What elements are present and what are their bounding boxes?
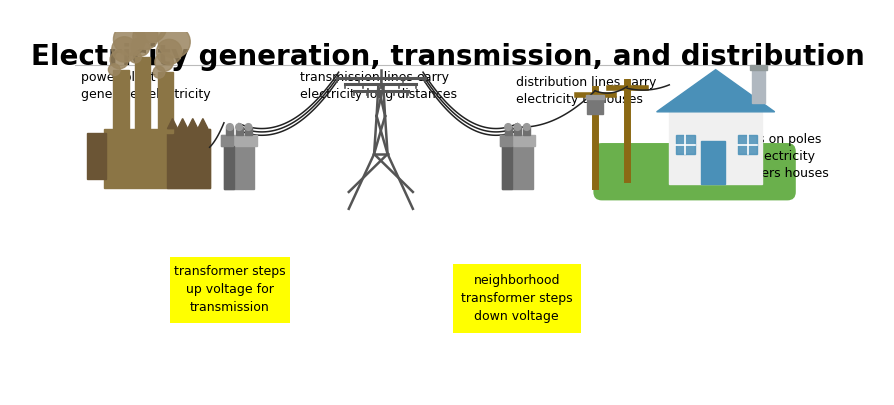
- Circle shape: [158, 26, 190, 58]
- Circle shape: [130, 51, 141, 63]
- Polygon shape: [198, 119, 207, 129]
- Circle shape: [523, 124, 529, 130]
- Circle shape: [134, 11, 166, 43]
- Bar: [245, 127, 251, 135]
- Circle shape: [513, 124, 520, 130]
- Bar: [701, 141, 724, 183]
- Circle shape: [504, 124, 511, 130]
- Text: neighborhood
transformer steps
down voltage: neighborhood transformer steps down volt…: [460, 274, 572, 323]
- Bar: [502, 145, 532, 190]
- Bar: [158, 72, 173, 133]
- Circle shape: [153, 66, 164, 78]
- Bar: [504, 127, 511, 135]
- Bar: [669, 112, 761, 183]
- Bar: [104, 129, 209, 188]
- Bar: [221, 135, 233, 145]
- Bar: [235, 127, 242, 135]
- Text: distribution lines carry
electricity to houses: distribution lines carry electricity to …: [515, 77, 655, 107]
- Circle shape: [235, 124, 242, 130]
- Polygon shape: [177, 119, 188, 129]
- FancyBboxPatch shape: [452, 264, 580, 333]
- Circle shape: [108, 64, 120, 76]
- Bar: [513, 127, 520, 135]
- Text: transformers on poles
step down electricity
before it enters houses: transformers on poles step down electric…: [684, 133, 829, 180]
- Bar: [738, 135, 756, 154]
- Polygon shape: [656, 70, 774, 112]
- Circle shape: [226, 124, 233, 130]
- Circle shape: [112, 37, 137, 62]
- Circle shape: [110, 50, 129, 69]
- Bar: [751, 68, 764, 103]
- Bar: [114, 70, 129, 133]
- Circle shape: [114, 23, 146, 55]
- Text: power plant
generates electricity: power plant generates electricity: [80, 71, 210, 101]
- Circle shape: [131, 38, 149, 56]
- Bar: [502, 145, 512, 190]
- Text: transmission lines carry
electricity long distances: transmission lines carry electricity lon…: [299, 71, 456, 101]
- Polygon shape: [167, 119, 177, 129]
- Circle shape: [156, 39, 181, 65]
- Bar: [523, 127, 529, 135]
- Bar: [226, 127, 233, 135]
- Bar: [499, 135, 535, 145]
- Bar: [749, 66, 766, 70]
- Circle shape: [132, 24, 158, 49]
- FancyBboxPatch shape: [593, 143, 795, 200]
- Bar: [675, 135, 694, 154]
- Bar: [167, 129, 209, 188]
- Bar: [221, 135, 257, 145]
- Bar: [88, 133, 105, 179]
- Bar: [586, 95, 603, 99]
- Bar: [134, 57, 149, 133]
- Circle shape: [245, 124, 251, 130]
- Bar: [499, 135, 511, 145]
- Bar: [224, 145, 234, 190]
- Polygon shape: [188, 119, 198, 129]
- Text: transformer steps
up voltage for
transmission: transformer steps up voltage for transmi…: [173, 265, 285, 314]
- Bar: [586, 98, 602, 114]
- Text: Electricity generation, transmission, and distribution: Electricity generation, transmission, an…: [30, 43, 864, 70]
- Bar: [224, 145, 254, 190]
- FancyBboxPatch shape: [170, 257, 290, 323]
- Circle shape: [155, 53, 173, 71]
